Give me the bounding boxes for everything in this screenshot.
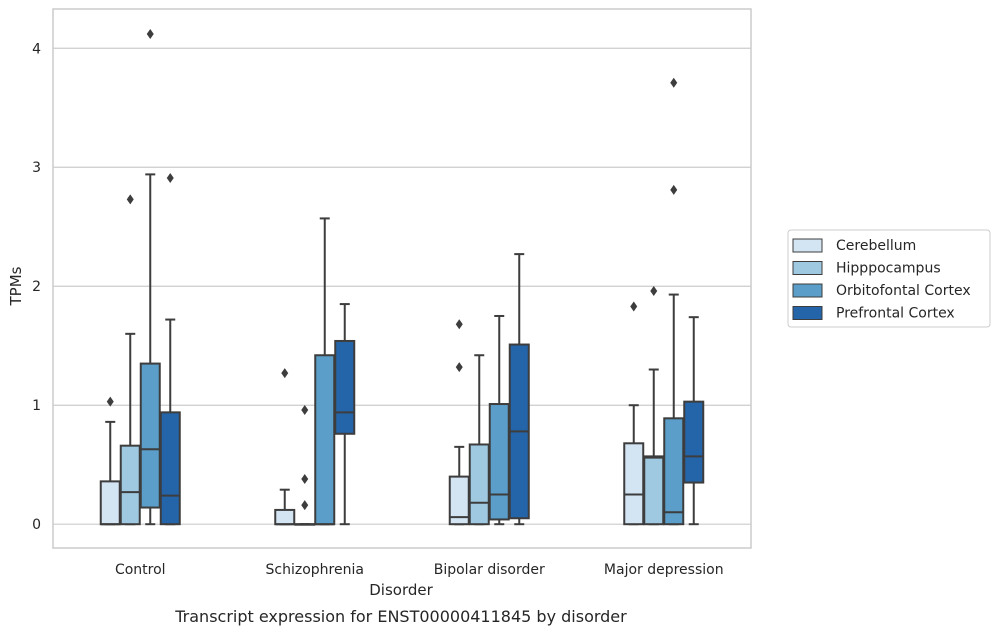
legend-label: Cerebellum	[836, 238, 916, 254]
box-body	[159, 411, 181, 526]
legend-swatch	[792, 306, 823, 320]
y-tick-labels: 0 1 2 3 4	[32, 41, 41, 533]
box-schizophrenia-hipppocampus	[294, 404, 316, 526]
box-body	[468, 443, 490, 526]
outlier-point	[166, 172, 174, 183]
y-tick-label: 3	[32, 160, 41, 176]
box-body	[643, 455, 665, 526]
outlier-point	[301, 404, 309, 415]
legend-swatch	[792, 261, 823, 275]
legend-frame	[787, 229, 991, 328]
box-body	[119, 444, 141, 526]
x-axis-label: Disorder	[369, 581, 433, 599]
box-body	[623, 442, 645, 526]
box-bipolar-disorder-cerebellum	[448, 319, 470, 526]
legend-swatch	[792, 283, 823, 298]
outlier-point	[146, 28, 154, 39]
box-body	[139, 362, 161, 509]
box-major-depression-orbitofontal-cortex	[663, 77, 685, 526]
box-bipolar-disorder-prefrontal-cortex	[508, 253, 530, 526]
outlier-point	[630, 301, 638, 312]
outlier-point	[301, 473, 309, 484]
plot-frame	[52, 8, 752, 549]
box-body	[314, 354, 336, 526]
x-tick-label: Bipolar disorder	[434, 562, 545, 578]
chart-caption: Transcript expression for ENST0000041184…	[174, 607, 627, 626]
y-axis-label: TPMs	[7, 266, 25, 306]
box-control-prefrontal-cortex	[159, 172, 181, 526]
y-tick-label: 1	[32, 398, 41, 414]
legend: Cerebellum Hipppocampus Orbitofontal Corte…	[787, 229, 991, 328]
box-schizophrenia-prefrontal-cortex	[334, 303, 356, 526]
box-major-depression-prefrontal-cortex	[683, 316, 705, 526]
outlier-point	[281, 368, 289, 379]
box-schizophrenia-cerebellum	[274, 368, 296, 526]
box-body	[334, 339, 356, 435]
outlier-point	[455, 319, 463, 330]
box-major-depression-cerebellum	[623, 301, 645, 526]
outlier-point	[650, 285, 658, 296]
x-tick-label: Control	[115, 562, 166, 578]
outlier-point	[670, 77, 678, 88]
outlier-point	[106, 396, 114, 407]
y-tick-label: 0	[32, 517, 41, 533]
legend-label: Orbitofontal Cortex	[836, 283, 971, 299]
box-control-cerebellum	[99, 396, 121, 526]
x-tick-labels: Control Schizophrenia Bipolar disorder Majo…	[115, 562, 724, 578]
box-control-hipppocampus	[119, 194, 141, 526]
x-tick-label: Major depression	[604, 562, 724, 578]
box-body	[99, 480, 121, 526]
box-body	[488, 403, 510, 521]
y-tick-label: 2	[32, 279, 41, 295]
box-body	[683, 400, 705, 484]
box-bipolar-disorder-hipppocampus	[468, 354, 490, 526]
y-tick-label: 4	[32, 41, 41, 57]
box-bipolar-disorder-orbitofontal-cortex	[488, 314, 510, 526]
box-body	[274, 508, 296, 526]
legend-label: Prefrontal Cortex	[836, 306, 955, 322]
x-tick-label: Schizophrenia	[266, 562, 364, 578]
box-body	[663, 417, 685, 526]
outlier-point	[670, 184, 678, 195]
outlier-point	[455, 362, 463, 373]
outlier-point	[126, 194, 134, 205]
boxes	[99, 28, 705, 526]
box-schizophrenia-orbitofontal-cortex	[314, 217, 336, 526]
box-major-depression-hipppocampus	[643, 285, 665, 526]
outlier-point	[301, 500, 309, 511]
box-control-orbitofontal-cortex	[139, 28, 161, 526]
legend-swatch	[792, 238, 823, 253]
legend-label: Hipppocampus	[836, 261, 941, 277]
